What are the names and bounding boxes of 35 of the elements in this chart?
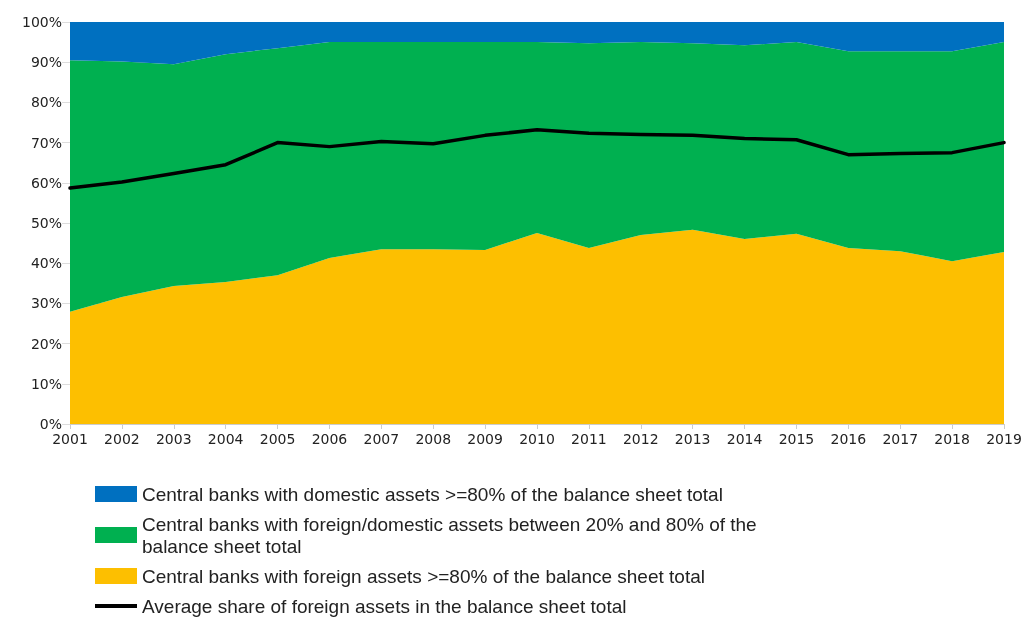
x-tick-label: 2002 [104, 431, 140, 447]
x-tick-label: 2006 [311, 431, 348, 447]
x-tick-label: 2010 [519, 431, 555, 447]
y-tick-label: 40% [30, 255, 62, 272]
x-tick-label: 2013 [674, 431, 711, 447]
legend-label: Central banks with foreign/domestic assets between 20% and 80% of the balance sheet total [142, 513, 762, 557]
y-tick-label: 80% [30, 94, 62, 111]
y-tick-label: 10% [30, 375, 62, 392]
x-tick-label: 2001 [52, 431, 88, 447]
y-tick-label: 50% [30, 215, 62, 231]
x-tick-label: 2019 [986, 431, 1022, 447]
x-tick-label: 2014 [726, 431, 763, 447]
legend-label: Average share of foreign assets in the balance sheet total [142, 595, 627, 617]
line-series [68, 127, 1006, 190]
y-tick-label: 0% [39, 416, 62, 432]
x-tick-label: 2007 [363, 431, 400, 447]
x-tick-label: 2004 [207, 431, 244, 447]
y-tick-label: 60% [30, 174, 62, 191]
y-tick-label: 100% [21, 14, 62, 30]
y-tick-label: 90% [30, 54, 62, 71]
x-tick-label: 2017 [882, 431, 919, 447]
x-tick-label: 2015 [778, 431, 815, 447]
x-tick-label: 2008 [415, 431, 452, 447]
x-tick-label: 2012 [622, 431, 659, 447]
x-tick-label: 2005 [259, 431, 296, 447]
legend-label: Central banks with foreign assets >=80% of the balance sheet total [142, 565, 705, 587]
y-tick-label: 70% [30, 134, 62, 151]
x-tick-label: 2003 [155, 431, 192, 447]
legend-label: Central banks with domestic assets >=80% of the balance sheet total [142, 483, 723, 505]
x-tick-label: 2016 [830, 431, 867, 447]
x-tick-label: 2009 [467, 431, 503, 447]
x-tick-label: 2018 [934, 431, 970, 447]
x-tick-label: 2011 [571, 431, 607, 447]
y-tick-label: 30% [30, 295, 62, 312]
y-tick-label: 20% [30, 335, 62, 352]
